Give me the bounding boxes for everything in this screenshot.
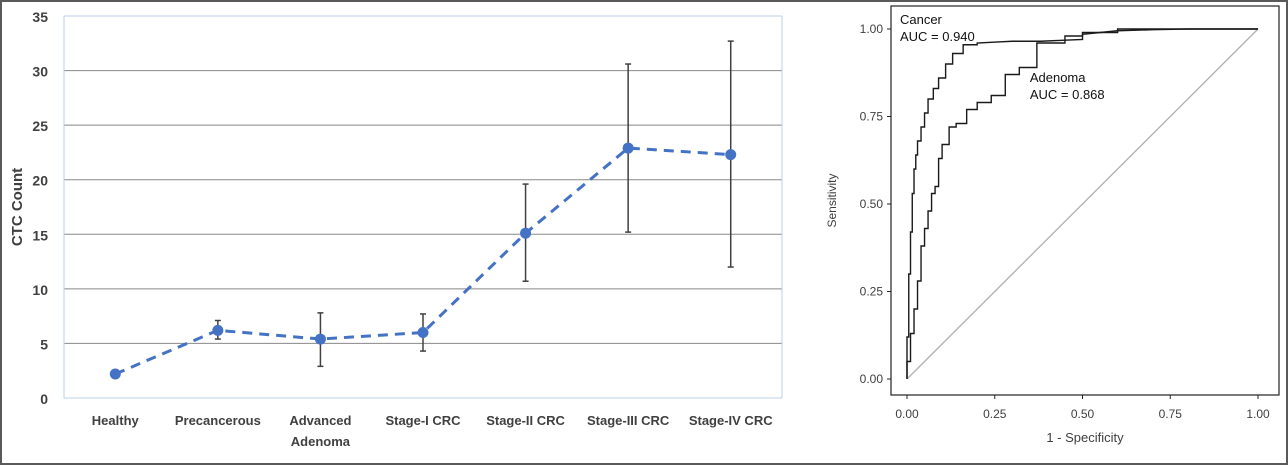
- y-tick-label: 25: [32, 118, 48, 134]
- adenoma-annotation: AUC = 0.868: [1030, 87, 1105, 102]
- y-tick-label: 0.25: [860, 285, 884, 299]
- y-axis-title: Sensitivity: [825, 173, 839, 227]
- reference-diagonal: [906, 28, 1259, 380]
- x-tick-label: Advanced: [289, 413, 351, 428]
- x-tick-label: Stage-III CRC: [587, 413, 670, 428]
- adenoma-annotation: Adenoma: [1030, 70, 1086, 85]
- y-tick-label: 10: [32, 282, 48, 298]
- ctc-count-chart: 0 5 10 15 20 25 30 35 CTC Count Healthy Precancero…: [9, 9, 783, 449]
- y-tick-label: 15: [32, 227, 48, 243]
- x-tick-label: 1.00: [1246, 407, 1270, 421]
- data-point: [109, 368, 121, 380]
- data-point: [417, 327, 429, 339]
- x-axis-title: 1 - Specificity: [1046, 430, 1124, 445]
- data-point: [622, 142, 634, 154]
- x-tick-label: Stage-I CRC: [385, 413, 461, 428]
- x-tick-label: Stage-II CRC: [486, 413, 565, 428]
- data-point: [725, 149, 737, 161]
- y-tick-label: 1.00: [860, 22, 884, 36]
- y-tick-label: 0.75: [860, 110, 884, 124]
- cancer-annotation: Cancer: [900, 12, 943, 27]
- x-tick-label: Precancerous: [175, 413, 261, 428]
- x-tick-label: 0.00: [895, 407, 919, 421]
- y-tick-label: 0.50: [860, 197, 884, 211]
- y-tick-label: 35: [32, 9, 48, 25]
- x-tick-label: 0.75: [1159, 407, 1183, 421]
- x-tick-label: Adenoma: [291, 434, 351, 449]
- x-tick-label: 0.50: [1071, 407, 1095, 421]
- y-tick-label: 0.00: [860, 372, 884, 386]
- data-point: [314, 333, 326, 345]
- data-point: [520, 227, 532, 239]
- x-tick-label: 0.25: [983, 407, 1007, 421]
- roc-chart: 0.00 0.25 0.50 0.75 1.00 0.00 0.25 0.50 0.75 1.00…: [825, 5, 1280, 445]
- x-tick-label: Stage-IV CRC: [689, 413, 773, 428]
- cancer-roc-curve: [906, 28, 1258, 379]
- y-tick-label: 5: [40, 336, 48, 352]
- y-tick-label: 30: [32, 64, 48, 80]
- cancer-annotation: AUC = 0.940: [900, 29, 975, 44]
- x-tick-label: Healthy: [92, 413, 140, 428]
- y-tick-label: 0: [40, 391, 48, 407]
- y-tick-label: 20: [32, 173, 48, 189]
- y-axis-title: CTC Count: [9, 168, 26, 246]
- data-point: [212, 324, 224, 336]
